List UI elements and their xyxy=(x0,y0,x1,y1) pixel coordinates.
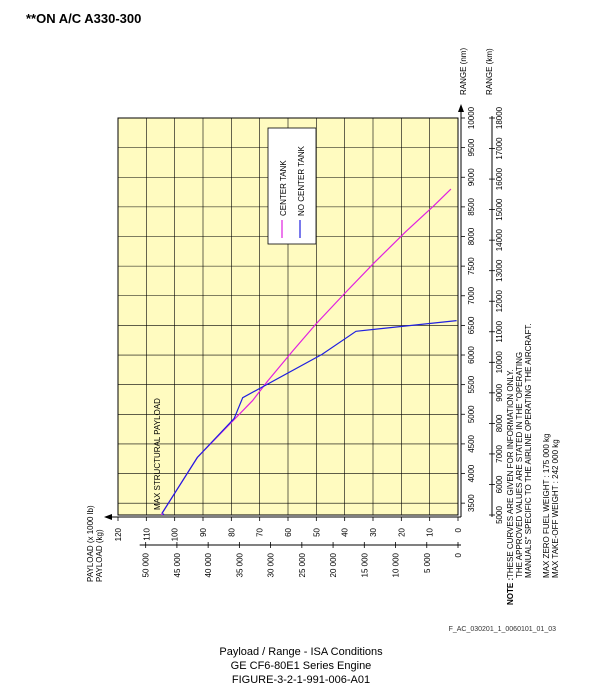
tick-label-payload-lb: 70 xyxy=(256,527,265,536)
tick-label-payload-lb: 0 xyxy=(454,527,463,532)
note-line: MANUALS" SPECIFIC TO THE AIRLINE OPERATI… xyxy=(524,323,533,578)
series-lines xyxy=(161,188,457,515)
tick-label-payload-kg: 10 000 xyxy=(392,552,401,577)
tick-label-payload-kg: 50 000 xyxy=(142,552,151,577)
axes: 0 10 20 30 40 50 60 70 80 90 100 110 120 0 5 000 10 000… xyxy=(86,48,504,582)
tick-label-range-nm: 7000 xyxy=(467,286,476,304)
tick-label-range-km: 9000 xyxy=(495,383,504,401)
tick-label-range-km: 8000 xyxy=(495,414,504,432)
tick-label-payload-kg: 15 000 xyxy=(360,552,369,577)
tick-label-range-nm: 6500 xyxy=(467,316,476,334)
tick-label-range-nm: 8000 xyxy=(467,227,476,245)
tick-label-range-km: 14000 xyxy=(495,228,504,251)
annotations: CENTER TANK NO CENTER TANK MAX STRUCTURAL … xyxy=(153,127,560,605)
caption-line-3: FIGURE-3-2-1-991-006-A01 xyxy=(231,674,371,686)
axis-title-payload-kg: PAYLOAD (kg) xyxy=(95,529,104,582)
tick-label-range-nm: 6000 xyxy=(467,346,476,364)
axis-title-payload-lb: PAYLOAD (x 1000 lb) xyxy=(86,505,95,582)
tick-label-range-km: 6000 xyxy=(495,475,504,493)
legend-box xyxy=(267,127,317,245)
tick-label-range-nm: 5000 xyxy=(467,405,476,423)
note-line: MAX TAKE-OFF WEIGHT : 242 000 kg xyxy=(551,439,560,578)
tick-label-range-nm: 4000 xyxy=(467,464,476,482)
tick-label-range-km: 16000 xyxy=(495,167,504,190)
tick-label-payload-kg: 5 000 xyxy=(423,552,432,573)
legend-label-center-tank: CENTER TANK xyxy=(279,160,288,216)
legend-label-no-center-tank: NO CENTER TANK xyxy=(297,145,306,216)
tick-label-range-nm: 9000 xyxy=(467,168,476,186)
tick-label-payload-lb: 20 xyxy=(397,527,406,536)
label-max-structural-payload: MAX STRUCTURAL PAYLOAD xyxy=(153,398,162,510)
note-label: NOTE : xyxy=(506,578,515,605)
tick-label-payload-kg: 0 xyxy=(454,552,463,557)
tick-label-payload-kg: 40 000 xyxy=(204,552,213,577)
figure-caption: Payload / Range - ISA Conditions GE CF6-… xyxy=(0,645,602,687)
note-line: MAX ZERO FUEL WEIGHT : 175 000 kg xyxy=(542,434,551,579)
tick-label-payload-lb: 40 xyxy=(341,527,350,536)
tick-label-range-km: 13000 xyxy=(495,259,504,282)
tick-label-range-nm: 7500 xyxy=(467,257,476,275)
tick-label-range-km: 15000 xyxy=(495,198,504,221)
axis-title-range-nm: RANGE (nm) xyxy=(459,48,468,95)
tick-label-payload-kg: 25 000 xyxy=(298,552,307,577)
tick-label-payload-lb: 80 xyxy=(227,527,236,536)
page-header: **ON A/C A330-300 xyxy=(26,11,142,26)
tick-label-range-nm: 8500 xyxy=(467,197,476,215)
note-line: THE APPROVED VALUES ARE STATED IN THE "O… xyxy=(515,352,524,578)
tick-label-range-km: 11000 xyxy=(495,320,504,342)
tick-label-payload-lb: 120 xyxy=(114,527,123,541)
tick-label-range-km: 17000 xyxy=(495,137,504,160)
tick-label-range-nm: 5500 xyxy=(467,375,476,393)
tick-label-payload-lb: 100 xyxy=(171,527,180,541)
payload-axis-arrow xyxy=(104,514,112,520)
tick-label-payload-kg: 35 000 xyxy=(235,552,244,577)
tick-label-range-nm: 9500 xyxy=(467,138,476,156)
tick-label-range-nm: 10000 xyxy=(467,106,476,129)
tick-label-range-km: 18000 xyxy=(495,106,504,129)
figure-reference: F_AC_030201_1_0060101_01_03 xyxy=(448,626,556,633)
caption-line-2: GE CF6-80E1 Series Engine xyxy=(230,660,372,672)
axis-title-range-km: RANGE (km) xyxy=(485,48,494,95)
caption-line-1: Payload / Range - ISA Conditions xyxy=(219,646,383,658)
tick-label-range-km: 5000 xyxy=(495,506,504,524)
range-axis-arrow xyxy=(458,104,464,112)
tick-label-payload-lb: 90 xyxy=(199,527,208,536)
tick-label-payload-lb: 110 xyxy=(142,527,151,540)
tick-label-range-km: 7000 xyxy=(495,444,504,462)
tick-label-payload-kg: 45 000 xyxy=(173,552,182,577)
tick-label-payload-lb: 10 xyxy=(426,527,435,536)
tick-label-payload-lb: 50 xyxy=(312,527,321,536)
tick-label-payload-kg: 20 000 xyxy=(329,552,338,577)
tick-label-range-nm: 4500 xyxy=(467,434,476,452)
tick-label-payload-kg: 30 000 xyxy=(267,552,276,577)
series-no-center-tank xyxy=(161,320,457,514)
tick-label-range-km: 10000 xyxy=(495,351,504,374)
tick-label-range-nm: 3500 xyxy=(467,494,476,512)
tick-label-payload-lb: 60 xyxy=(284,527,293,536)
note-line: THESE CURVES ARE GIVEN FOR INFORMATION O… xyxy=(506,369,515,578)
tick-label-range-km: 12000 xyxy=(495,290,504,313)
tick-label-payload-lb: 30 xyxy=(369,527,378,536)
